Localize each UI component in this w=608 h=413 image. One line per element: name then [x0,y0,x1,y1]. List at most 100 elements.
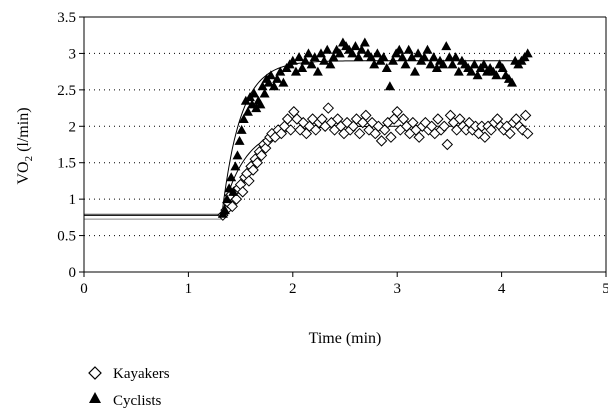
kayakers-point [521,127,534,140]
cyclists-point [388,55,399,65]
y-axis-title-unit: (l/min) [15,107,32,155]
kayakers-point [247,164,259,176]
kayakers-point [519,109,532,122]
cyclists-point [394,44,405,54]
kayakers-point [438,120,450,132]
cyclists-point [294,52,305,62]
legend: Kayakers Cyclists [88,366,170,409]
cyclists-point [290,66,301,76]
y-tick-label: 0.5 [57,229,76,245]
y-tick-label: 3.5 [57,10,76,26]
cyclists-point [325,59,336,69]
cyclists-point [259,88,270,98]
y-tick-label: 1 [69,192,77,208]
cyclists-point [441,41,452,51]
cyclists-point [238,114,249,123]
kayakers-point [479,131,491,143]
cyclists-point [469,59,480,69]
cyclists-point [466,66,477,76]
legend-triangle-marker [89,392,101,403]
kayakers-point [372,120,385,132]
cyclists-point [478,59,489,69]
cyclists-point [400,59,411,69]
cyclists-point [228,186,239,196]
data-points [217,37,534,221]
fit-line-kayakers [84,125,527,216]
cyclists-point [372,48,383,58]
kayakers-point [375,135,388,147]
cyclists-point [419,52,430,62]
cyclists-point [300,55,311,65]
cyclists-point [234,135,245,145]
cyclists-point [222,194,233,204]
y-tick-label: 1.5 [57,156,76,172]
kayakers-point [413,131,425,143]
cyclists-point [438,59,449,69]
legend-item-cyclists: Cyclists [89,392,162,409]
cyclists-point [384,81,395,91]
cyclists-point [453,66,464,76]
kayakers-point [322,102,335,114]
x-tick-label: 2 [289,281,297,297]
kayakers-point [353,127,366,140]
cyclists-point [287,55,298,65]
cyclists-point [522,48,533,58]
kayakers-point [281,113,294,125]
cyclists-point [255,99,266,109]
cyclists-point [334,48,345,58]
cyclists-point [497,63,508,72]
cyclists-point [257,81,268,91]
cyclists-point [230,161,241,171]
kayakers-point [230,193,243,205]
cyclists-point [232,150,243,160]
cyclists-point [315,48,326,58]
cyclists-point [236,124,247,134]
cyclists-point [249,88,260,98]
legend-label-kayakers: Kayakers [113,366,170,382]
kayakers-point [226,200,238,213]
kayakers-point [255,149,268,162]
x-tick-label: 4 [498,281,506,297]
x-tick-label: 1 [185,281,193,297]
y-tick-label: 2 [69,119,77,135]
cyclists-point [312,66,323,76]
legend-diamond-marker [88,366,102,380]
cyclists-point [309,52,320,62]
kayakers-point [297,116,309,129]
y-tick-label: 0 [69,265,77,281]
kayakers-point [504,127,516,140]
x-tick-label: 5 [602,281,608,297]
cyclists-point [381,63,392,72]
kayakers-point [251,157,264,169]
y-axis-title-subscript: 2 [23,156,35,162]
cyclists-point [369,59,380,69]
x-axis-title: Time (min) [309,330,382,347]
cyclists-point [219,205,230,215]
cyclists-point [263,77,274,87]
legend-item-kayakers: Kayakers [88,366,170,382]
kayakers-point [441,138,454,151]
cyclists-point [350,41,361,51]
cyclists-point [278,77,289,87]
cyclists-point [378,52,389,62]
cyclists-point [422,44,433,54]
kayakers-point [366,116,378,129]
fit-lines [84,60,527,220]
kayakers-point [369,127,381,140]
kayakers-point [300,127,313,140]
cyclists-point [472,70,483,80]
cyclists-point [275,66,286,76]
cyclists-point [406,52,417,62]
cyclists-point [347,48,358,58]
y-axis-title-main: VO [15,161,32,184]
y-tick-label: 3 [69,46,77,62]
cyclists-point [226,172,237,182]
cyclists-point [306,59,317,69]
cyclists-point [269,81,280,91]
kayakers-point [243,175,255,187]
cyclists-point [397,52,408,62]
tick-labels: 0 0.5 1 1.5 2 2.5 3 3.5 0 1 2 3 4 5 [57,10,608,297]
kayakers-point [275,127,288,140]
cyclists-point [242,106,253,116]
